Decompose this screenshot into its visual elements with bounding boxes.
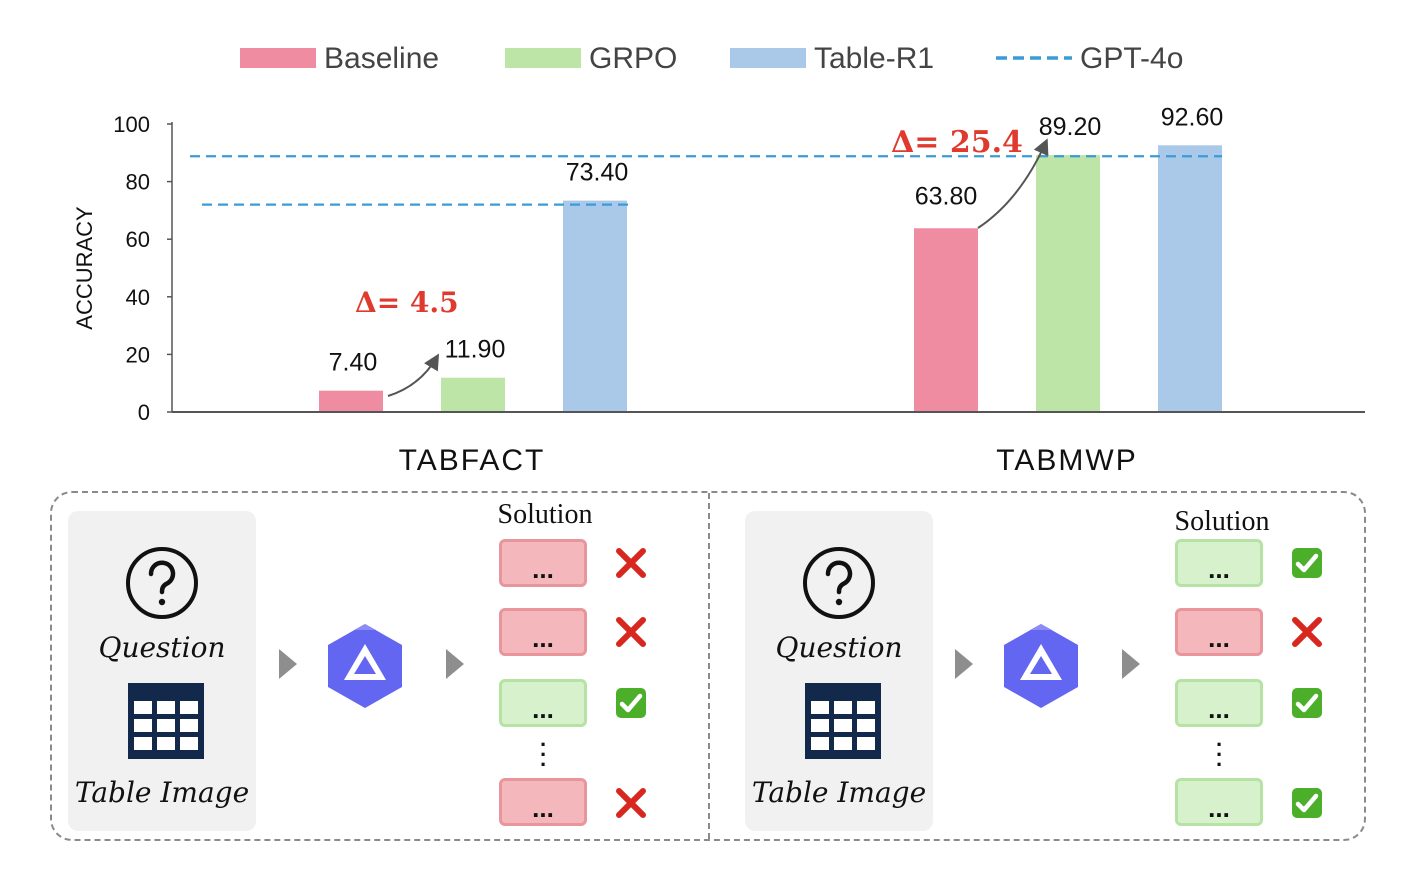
legend-label: Baseline: [324, 42, 439, 75]
question-circle-icon: [803, 547, 875, 619]
check-box-icon: [1292, 548, 1322, 578]
red-x-icon: [616, 788, 646, 818]
solution-box: ...: [1175, 778, 1263, 826]
question-label: Question: [775, 631, 903, 664]
flow-arrow-icon: [446, 649, 464, 679]
flow-arrow-icon: [955, 649, 973, 679]
model-logo-icon: [328, 624, 402, 708]
pipeline-panel: [50, 491, 1366, 841]
legend-swatch-baseline: [240, 48, 316, 68]
solution-title: Solution: [497, 499, 593, 530]
flow-arrow-icon: [279, 649, 297, 679]
table-image-label: Table Image: [74, 776, 250, 809]
legend-label: GPT-4o: [1080, 42, 1183, 75]
y-tick-label: 40: [126, 285, 150, 310]
data-label: 7.40: [329, 349, 378, 377]
model-logo-icon: [1004, 624, 1078, 708]
x-category-label: TABMWP: [996, 444, 1137, 477]
red-x-icon: [616, 548, 646, 578]
input-card-left: Question Table Image: [68, 511, 256, 831]
legend-label: Table-R1: [814, 42, 934, 75]
y-tick-label: 20: [126, 342, 150, 367]
solution-title: Solution: [1174, 506, 1270, 537]
data-label: 11.90: [445, 336, 506, 364]
question-label: Question: [98, 631, 226, 664]
solution-box: ...: [1175, 608, 1263, 656]
panel-divider: [708, 493, 710, 839]
x-category-label: TABFACT: [399, 444, 546, 477]
ellipsis-icon: · · ·: [1216, 732, 1224, 777]
legend-swatch-table-r1: [730, 48, 806, 68]
delta-arrow: [387, 353, 440, 397]
bar-table-r1: [1158, 145, 1222, 412]
delta-annotation: Δ= 25.4: [891, 125, 1023, 160]
check-box-icon: [616, 688, 646, 718]
table-grid-icon: [128, 683, 204, 759]
bar-baseline: [319, 390, 383, 412]
y-tick-label: 60: [126, 227, 150, 252]
data-label: 89.20: [1039, 113, 1102, 141]
y-axis-label: ACCURACY: [72, 206, 97, 330]
table-image-label: Table Image: [751, 776, 927, 809]
delta-arrow: [977, 138, 1049, 229]
bar-chart: Baseline GRPO Table-R1 GPT-4o 0 20 40 60 80 100 AC…: [72, 42, 1365, 477]
solution-box: ...: [1175, 679, 1263, 727]
ellipsis-icon: · · ·: [540, 732, 548, 777]
solution-box: ...: [499, 608, 587, 656]
check-box-icon: [1292, 688, 1322, 718]
bar-baseline: [914, 228, 978, 412]
question-circle-icon: [126, 547, 198, 619]
data-label: 92.60: [1161, 103, 1224, 131]
solution-box: ...: [499, 778, 587, 826]
red-x-icon: [1292, 617, 1322, 647]
solution-box: ...: [499, 539, 587, 587]
legend-label: GRPO: [589, 42, 677, 75]
data-label: 63.80: [915, 182, 978, 210]
solution-box: ...: [499, 679, 587, 727]
bar-grpo: [1036, 155, 1100, 412]
y-tick-label: 100: [113, 112, 150, 137]
bar-grpo: [441, 377, 505, 412]
flow-arrow-icon: [1122, 649, 1140, 679]
solution-box: ...: [1175, 539, 1263, 587]
input-card-right: Question Table Image: [745, 511, 933, 831]
table-grid-icon: [805, 683, 881, 759]
delta-annotation: Δ= 4.5: [355, 286, 459, 319]
check-box-icon: [1292, 788, 1322, 818]
red-x-icon: [616, 617, 646, 647]
y-tick-label: 80: [126, 170, 150, 195]
data-label: 73.40: [566, 159, 629, 187]
bar-table-r1: [563, 200, 627, 412]
legend-swatch-grpo: [505, 48, 581, 68]
y-tick-label: 0: [138, 400, 150, 425]
